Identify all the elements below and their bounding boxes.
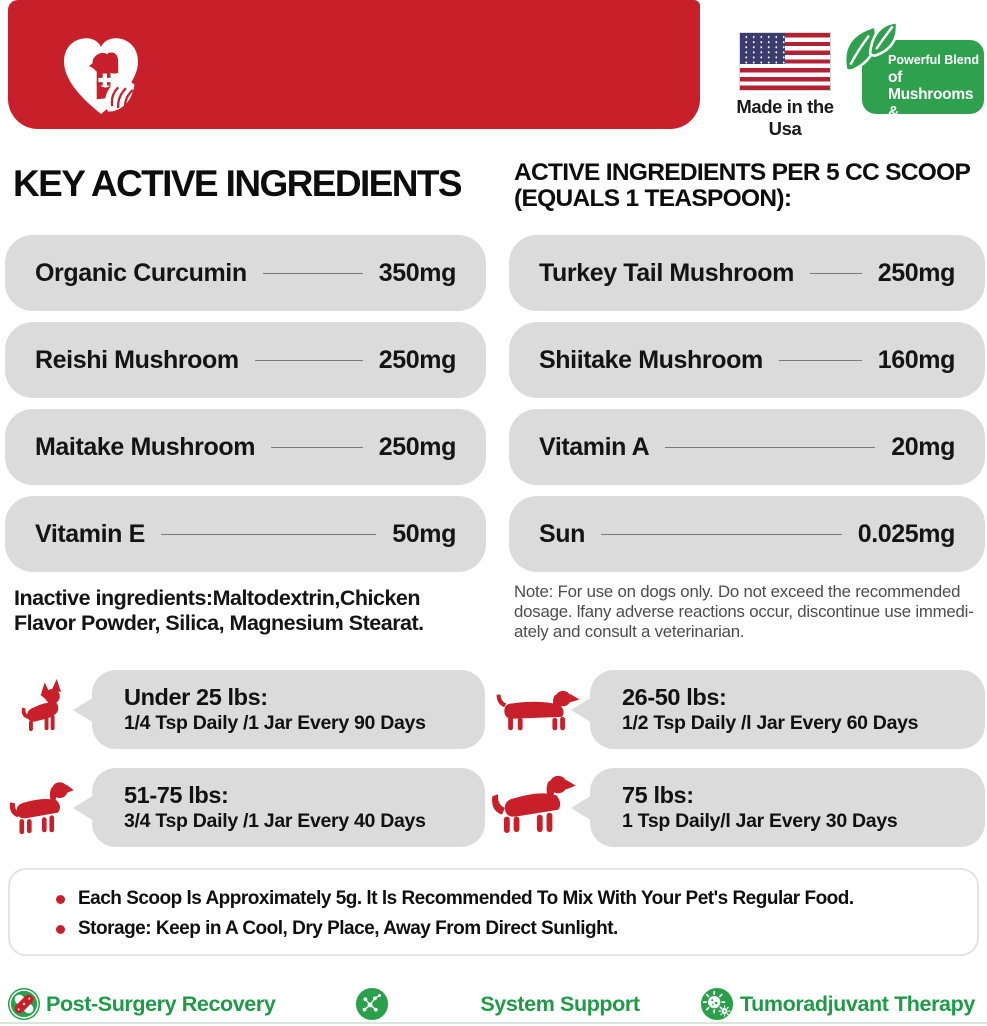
dosage-instructions: 1/4 Tsp Daily /1 Jar Every 90 Days xyxy=(124,712,426,734)
bandage-icon xyxy=(7,987,41,1021)
benefit-label-tumoradjuvant: Tumoradjuvant Therapy xyxy=(740,992,975,1016)
leaves-icon xyxy=(838,16,900,78)
ingredient-row: Organic Curcumin 350mg xyxy=(5,235,486,311)
us-flag-icon xyxy=(740,33,830,90)
right-title-line1: ACTIVE INGREDIENTS PER 5 CC SCOOP xyxy=(514,159,971,186)
dosage-bubble-51-75: 51-75 lbs: 3/4 Tsp Daily /1 Jar Every 40… xyxy=(92,768,485,847)
flag-canton xyxy=(740,33,785,64)
ingredient-row: Turkey Tail Mushroom 250mg xyxy=(509,235,985,311)
molecule-icon xyxy=(355,987,389,1021)
leader-line xyxy=(262,272,363,274)
ingredient-row: Sun 0.025mg xyxy=(509,496,985,572)
dosage-weight: Under 25 lbs: xyxy=(124,684,268,710)
benefit-label-system-support: System Support xyxy=(480,992,640,1016)
dosage-weight: 75 lbs: xyxy=(622,782,694,808)
leader-line xyxy=(271,446,363,448)
inactive-line2: Flavor Powder, Silica, Magnesium Stearat… xyxy=(14,611,424,636)
badge-line2: of Mushrooms & xyxy=(888,69,974,121)
ingredient-row: Shiitake Mushroom 160mg xyxy=(509,322,985,398)
ingredient-amount: 250mg xyxy=(378,432,457,461)
ingredient-amount: 350mg xyxy=(378,258,457,287)
usage-info-box: Each Scoop ls Approximately 5g. lt ls Re… xyxy=(8,868,979,956)
left-section-title: KEY ACTIVE INGREDIENTS xyxy=(13,163,463,204)
dosage-bubble-75: 75 lbs: 1 Tsp Daily/l Jar Every 30 Days xyxy=(590,768,985,847)
retriever-icon xyxy=(490,772,576,834)
dosage-bubble-under-25: Under 25 lbs: 1/4 Tsp Daily /1 Jar Every… xyxy=(92,670,485,749)
dosage-instructions: 1 Tsp Daily/l Jar Every 30 Days xyxy=(622,810,898,832)
dachshund-icon xyxy=(496,686,580,738)
note-line3: ately and consult a veterinarian. xyxy=(514,622,745,642)
note-line1: Note: For use on dogs only. Do not excee… xyxy=(514,582,961,601)
dosage-weight: 26-50 lbs: xyxy=(622,684,727,710)
dosage-bubble-26-50: 26-50 lbs: 1/2 Tsp Daily /l Jar Every 60… xyxy=(590,670,985,749)
beagle-icon xyxy=(8,778,74,836)
heart-dog-hand-logo-icon xyxy=(58,34,144,122)
note-line2: dosage. lfany adverse reactions occur, d… xyxy=(514,602,974,622)
bullet-dot-icon xyxy=(56,924,65,934)
powerful-blend-badge: Powerful Blend of Mushrooms & Turmeric. xyxy=(862,40,984,138)
ingredient-name: Organic Curcumin xyxy=(35,258,247,287)
dosage-weight: 51-75 lbs: xyxy=(124,782,229,808)
ingredient-name: Sun xyxy=(539,519,586,548)
inactive-line1: Inactive ingredients:Maltodextrin,Chicke… xyxy=(14,586,421,610)
ingredient-amount: 250mg xyxy=(378,345,457,374)
leader-line xyxy=(810,272,862,274)
ingredient-name: Reishi Mushroom xyxy=(35,345,239,374)
leader-line xyxy=(665,446,876,448)
chihuahua-icon xyxy=(16,676,68,734)
made-in-usa-label: Made in the Usa xyxy=(736,96,834,139)
info-bullet-text: Storage: Keep in A Cool, Dry Place, Away… xyxy=(78,918,618,939)
inactive-ingredients-text: Inactive ingredients:Maltodextrin,Chicke… xyxy=(14,586,424,636)
ingredient-amount: 20mg xyxy=(891,432,955,461)
bottom-edge-divider xyxy=(0,1022,987,1024)
ingredient-amount: 250mg xyxy=(877,258,956,287)
ingredient-row: Vitamin A 20mg xyxy=(509,409,985,485)
ingredient-name: Maitake Mushroom xyxy=(35,432,256,461)
badge-line1: Powerful Blend xyxy=(888,53,979,67)
info-bullet-text: Each Scoop ls Approximately 5g. lt ls Re… xyxy=(78,888,854,909)
info-bullet-row: Storage: Keep in A Cool, Dry Place, Away… xyxy=(56,914,977,944)
bullet-dot-icon xyxy=(56,894,65,904)
ingredient-name: Turkey Tail Mushroom xyxy=(539,258,795,287)
leader-line xyxy=(254,359,363,361)
usage-note-text: Note: For use on dogs only. Do not excee… xyxy=(514,582,974,642)
badge-line3: Turmeric. xyxy=(888,121,955,139)
dosage-instructions: 3/4 Tsp Daily /1 Jar Every 40 Days xyxy=(124,810,426,832)
right-title-line2: (EQUALS 1 TEASPOON): xyxy=(514,184,792,212)
ingredient-amount: 0.025mg xyxy=(857,519,956,548)
ingredient-name: Vitamin A xyxy=(539,432,650,461)
ingredient-name: Shiitake Mushroom xyxy=(539,345,763,374)
benefit-label-post-surgery: Post-Surgery Recovery xyxy=(46,992,276,1016)
ingredient-name: Vitamin E xyxy=(35,519,145,548)
virus-icon xyxy=(700,987,734,1021)
ingredient-amount: 160mg xyxy=(877,345,956,374)
ingredient-row: Vitamin E 50mg xyxy=(5,496,486,572)
info-bullet-row: Each Scoop ls Approximately 5g. lt ls Re… xyxy=(56,884,977,914)
leader-line xyxy=(601,533,842,535)
dosage-instructions: 1/2 Tsp Daily /l Jar Every 60 Days xyxy=(622,712,919,734)
leader-line xyxy=(160,533,377,535)
right-section-title: ACTIVE INGREDIENTS PER 5 CC SCOOP (EQUAL… xyxy=(514,159,971,212)
ingredient-row: Reishi Mushroom 250mg xyxy=(5,322,486,398)
ingredient-row: Maitake Mushroom 250mg xyxy=(5,409,486,485)
leader-line xyxy=(778,359,862,361)
ingredient-amount: 50mg xyxy=(392,519,456,548)
